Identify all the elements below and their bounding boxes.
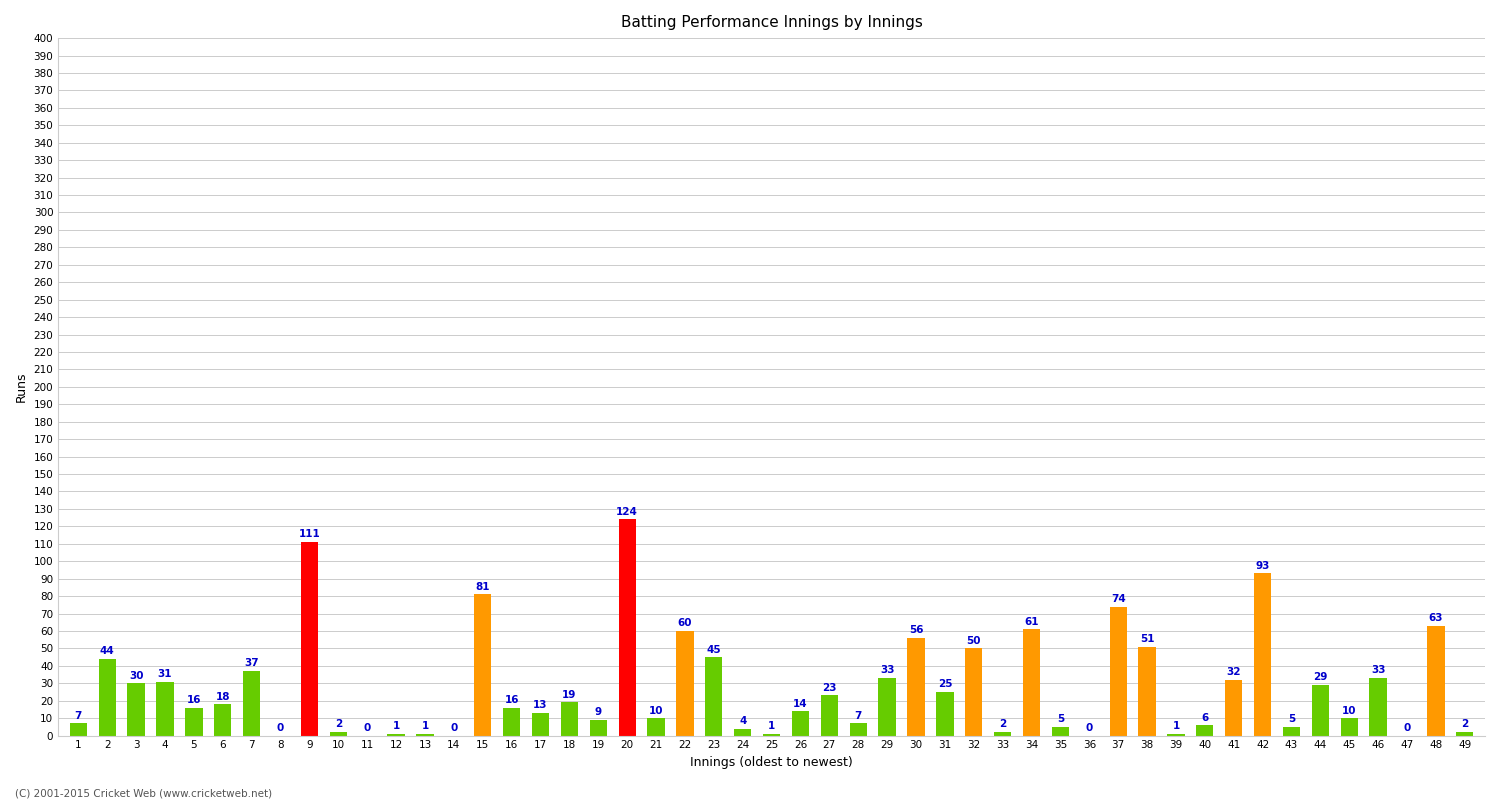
Bar [994,732,1011,735]
Text: 10: 10 [650,706,663,715]
Text: 37: 37 [244,658,260,669]
Text: 93: 93 [1256,561,1270,571]
Bar [1311,685,1329,735]
Title: Batting Performance Innings by Innings: Batting Performance Innings by Innings [621,15,922,30]
Text: 2: 2 [1461,719,1468,730]
Text: 0: 0 [278,723,284,733]
Bar [302,542,318,735]
Text: 16: 16 [504,695,519,705]
Bar [330,732,346,735]
Bar [1138,646,1155,735]
Bar [792,711,808,735]
Text: 16: 16 [186,695,201,705]
Text: 29: 29 [1312,673,1328,682]
Bar [1254,574,1272,735]
Text: 1: 1 [768,722,776,731]
Bar [1426,626,1444,735]
Text: (C) 2001-2015 Cricket Web (www.cricketweb.net): (C) 2001-2015 Cricket Web (www.cricketwe… [15,788,272,798]
Bar [1110,606,1126,735]
Text: 4: 4 [740,716,747,726]
Text: 14: 14 [794,698,808,709]
Bar [1023,630,1040,735]
Text: 60: 60 [678,618,692,628]
Bar [879,678,896,735]
Text: 74: 74 [1112,594,1125,604]
Bar [705,657,723,735]
Text: 23: 23 [822,683,837,693]
Bar [676,631,693,735]
Text: 0: 0 [363,723,370,733]
Text: 18: 18 [216,691,229,702]
Bar [214,704,231,735]
Text: 0: 0 [1086,723,1094,733]
Text: 1: 1 [393,722,399,731]
Text: 10: 10 [1342,706,1356,715]
Text: 30: 30 [129,670,144,681]
Text: 32: 32 [1227,667,1240,677]
Text: 33: 33 [1371,666,1386,675]
Text: 81: 81 [476,582,490,592]
Bar [1282,727,1300,735]
Bar [849,723,867,735]
Text: 1: 1 [1173,722,1179,731]
Text: 44: 44 [100,646,114,656]
Bar [128,683,146,735]
Bar [1456,732,1473,735]
Text: 51: 51 [1140,634,1155,644]
Text: 124: 124 [616,506,638,517]
Text: 50: 50 [966,636,981,646]
Bar [1167,734,1185,735]
Text: 63: 63 [1428,613,1443,623]
Bar [243,671,261,735]
Bar [618,519,636,735]
Text: 5: 5 [1288,714,1294,724]
Text: 1: 1 [422,722,429,731]
Text: 31: 31 [158,669,172,679]
Text: 9: 9 [594,707,602,718]
Bar [503,708,520,735]
Bar [908,638,924,735]
Bar [1196,725,1214,735]
Text: 6: 6 [1202,713,1209,722]
Bar [69,723,87,735]
Text: 19: 19 [562,690,576,700]
Text: 33: 33 [880,666,894,675]
Text: 7: 7 [855,710,862,721]
Bar [99,659,116,735]
Text: 13: 13 [534,700,548,710]
X-axis label: Innings (oldest to newest): Innings (oldest to newest) [690,756,853,769]
Text: 0: 0 [1404,723,1410,733]
Bar [936,692,954,735]
Bar [156,682,174,735]
Bar [648,718,664,735]
Bar [764,734,780,735]
Text: 56: 56 [909,626,922,635]
Bar [532,713,549,735]
Y-axis label: Runs: Runs [15,371,28,402]
Bar [387,734,405,735]
Bar [417,734,434,735]
Text: 2: 2 [999,719,1006,730]
Text: 0: 0 [450,723,458,733]
Bar [1370,678,1388,735]
Bar [964,648,982,735]
Text: 61: 61 [1024,617,1039,626]
Text: 5: 5 [1058,714,1064,724]
Bar [821,695,839,735]
Bar [1052,727,1070,735]
Text: 7: 7 [75,710,82,721]
Text: 25: 25 [938,679,952,690]
Bar [474,594,492,735]
Bar [734,729,752,735]
Bar [1341,718,1358,735]
Bar [1226,680,1242,735]
Text: 45: 45 [706,645,722,654]
Bar [561,702,578,735]
Bar [186,708,202,735]
Text: 2: 2 [334,719,342,730]
Text: 111: 111 [298,530,321,539]
Bar [590,720,608,735]
